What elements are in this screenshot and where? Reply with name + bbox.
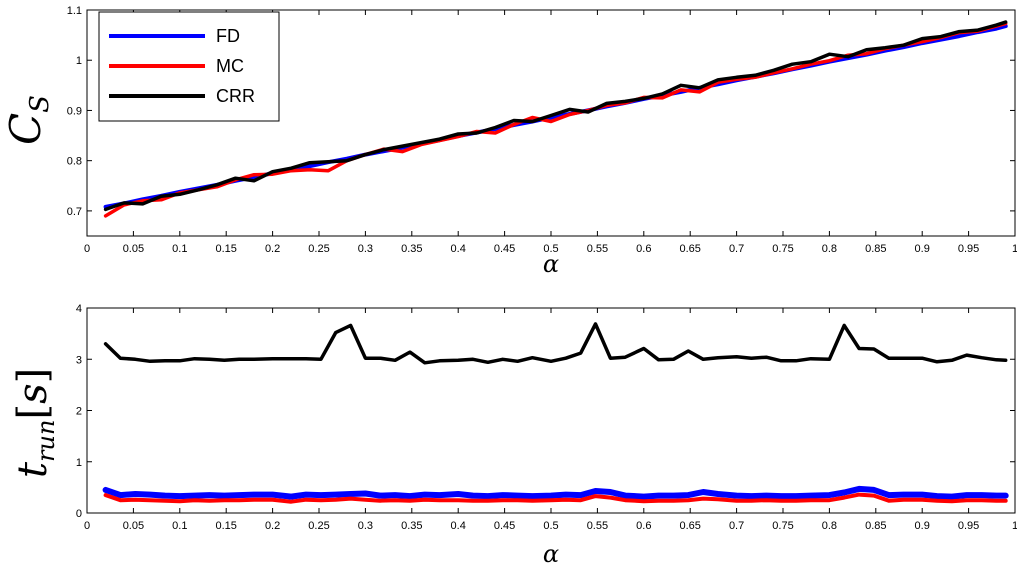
x-tick-label: 0.5 [543, 243, 558, 255]
top-x-tick-labels: 0 0.05 0.1 0.15 0.2 0.25 0.3 0.35 0.4 0.45 0.5 0.55… [84, 243, 1017, 255]
bottom-y-tick-labels: 0 1 2 3 4 [76, 303, 82, 520]
x-tick-label: 0.45 [494, 520, 515, 532]
x-tick-label: 0.2 [265, 243, 280, 255]
x-tick-label: 0.55 [587, 243, 608, 255]
x-tick-label: 0.8 [822, 243, 837, 255]
x-tick-label: 0.6 [636, 243, 651, 255]
y-tick-label: 0 [76, 508, 82, 520]
top-x-axis-label: α [543, 250, 559, 278]
bottom-series-lines [102, 322, 1009, 504]
x-tick-label: 1 [1012, 243, 1017, 255]
x-tick-label: 0.45 [494, 243, 515, 255]
series-line-mc [103, 21, 1008, 218]
x-tick-label: 0.2 [265, 520, 280, 532]
y-tick-label: 1 [76, 55, 82, 67]
x-tick-label: 0.5 [543, 520, 558, 532]
x-tick-label: 0.25 [308, 243, 329, 255]
x-tick-label: 0.7 [729, 243, 744, 255]
x-tick-label: 0.35 [401, 520, 422, 532]
y-tick-label: 1.1 [67, 5, 82, 17]
x-tick-label: 0.55 [587, 520, 608, 532]
x-tick-label: 0.75 [772, 243, 793, 255]
legend-label-mc: MC [216, 56, 244, 76]
x-tick-label: 0.6 [636, 520, 651, 532]
x-tick-label: 0.05 [123, 520, 144, 532]
x-tick-label: 0.1 [172, 243, 187, 255]
series-line-crr [103, 20, 1008, 212]
x-tick-label: 0.4 [451, 243, 466, 255]
legend-label-crr: CRR [216, 86, 255, 106]
bottom-chart-panel: 0 0.05 0.1 0.15 0.2 0.25 0.3 0.35 0.4 0.45 0.5 0.55… [10, 303, 1017, 568]
x-tick-label: 0.15 [215, 520, 236, 532]
x-tick-label: 0.3 [358, 520, 373, 532]
bottom-x-tick-labels: 0 0.05 0.1 0.15 0.2 0.25 0.3 0.35 0.4 0.45 0.5 0.55… [84, 520, 1017, 532]
x-tick-label: 0.4 [451, 520, 466, 532]
legend-label-fd: FD [216, 26, 240, 46]
x-tick-label: 0.7 [729, 520, 744, 532]
top-series-lines [103, 20, 1008, 218]
x-tick-label: 0.35 [401, 243, 422, 255]
x-tick-label: 0.85 [865, 243, 886, 255]
y-tick-label: 4 [76, 303, 82, 315]
top-chart-panel: 0 0.05 0.1 0.15 0.2 0.25 0.3 0.35 0.4 0.45 0.5 0.55… [1, 5, 1017, 278]
y-tick-label: 0.8 [67, 156, 82, 168]
x-tick-label: 0.65 [679, 520, 700, 532]
x-tick-label: 0.25 [308, 520, 329, 532]
bottom-plot-frame [86, 307, 1016, 514]
x-tick-label: 1 [1012, 520, 1017, 532]
x-tick-label: 0 [84, 520, 90, 532]
x-tick-label: 0.9 [915, 520, 930, 532]
x-tick-label: 0.85 [865, 520, 886, 532]
series-line-crr [103, 322, 1008, 365]
bottom-y-axis-label: trun[s] [10, 368, 60, 478]
x-tick-label: 0 [84, 243, 90, 255]
x-tick-label: 0.1 [172, 520, 187, 532]
bottom-axis-ticks [86, 307, 1016, 514]
y-tick-label: 0.7 [67, 206, 82, 218]
x-tick-label: 0.65 [679, 243, 700, 255]
top-y-tick-labels: 0.7 0.8 0.9 1 1.1 [67, 5, 82, 218]
x-tick-label: 0.95 [958, 520, 979, 532]
x-tick-label: 0.3 [358, 243, 373, 255]
top-y-axis-label: CS [1, 95, 55, 145]
series-line-mc [103, 492, 1008, 504]
y-tick-label: 2 [76, 406, 82, 418]
x-tick-label: 0.8 [822, 520, 837, 532]
x-tick-label: 0.95 [958, 243, 979, 255]
x-tick-label: 0.15 [215, 243, 236, 255]
y-tick-label: 3 [76, 354, 82, 366]
x-tick-label: 0.9 [915, 243, 930, 255]
y-tick-label: 1 [76, 457, 82, 469]
y-tick-label: 0.9 [67, 105, 82, 117]
x-tick-label: 0.75 [772, 520, 793, 532]
series-line-fd [102, 485, 1009, 500]
bottom-x-axis-label: α [543, 540, 559, 568]
legend: FD MC CRR [98, 11, 280, 122]
x-tick-label: 0.05 [123, 243, 144, 255]
